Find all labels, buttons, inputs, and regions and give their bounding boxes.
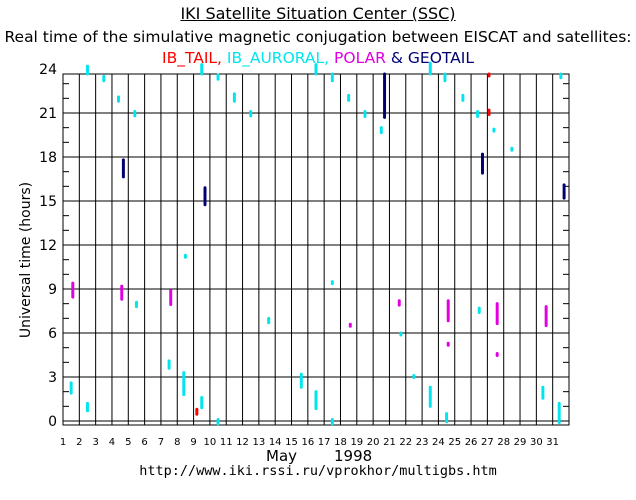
x-tick-label: 10 <box>204 437 217 448</box>
x-tick-label: 18 <box>334 437 347 448</box>
year-label: 1998 <box>334 447 373 465</box>
y-tick-label: 9 <box>48 282 57 298</box>
y-tick-label: 21 <box>39 106 57 122</box>
x-tick-label: 13 <box>253 437 266 448</box>
x-tick-label: 19 <box>350 437 363 448</box>
y-tick-label: 3 <box>48 370 57 386</box>
subtitle: Real time of the simulative magnetic con… <box>4 28 632 46</box>
x-tick-label: 4 <box>109 437 115 448</box>
x-tick-label: 6 <box>141 437 147 448</box>
x-tick-label: 27 <box>481 437 494 448</box>
y-tick-label: 12 <box>39 238 57 254</box>
y-tick-label: 18 <box>39 150 57 166</box>
x-tick-label: 26 <box>465 437 478 448</box>
x-tick-label: 21 <box>383 437 396 448</box>
legend-ib-auroral: IB_AURORAL, <box>226 49 330 67</box>
legend: IB_TAIL, IB_AURORAL, POLAR & GEOTAIL <box>0 49 636 67</box>
y-tick-label: 6 <box>48 326 57 342</box>
x-tick-label: 7 <box>158 437 164 448</box>
x-tick-label: 23 <box>416 437 429 448</box>
x-tick-label: 25 <box>448 437 461 448</box>
x-tick-label: 1 <box>60 437 66 448</box>
y-axis-label: Universal time (hours) <box>18 182 34 338</box>
x-tick-label: 12 <box>236 437 249 448</box>
month-label: May <box>266 447 298 465</box>
x-tick-label: 28 <box>497 437 510 448</box>
legend-polar: POLAR <box>334 49 386 67</box>
plot-frame <box>62 73 570 426</box>
x-tick-label: 11 <box>220 437 233 448</box>
x-tick-label: 3 <box>92 437 98 448</box>
x-tick-label: 5 <box>125 437 131 448</box>
x-tick-label: 2 <box>76 437 82 448</box>
legend-ib-tail: IB_TAIL, <box>162 49 222 67</box>
y-tick-label: 15 <box>39 194 57 210</box>
x-tick-label: 9 <box>190 437 196 448</box>
x-tick-label: 24 <box>432 437 445 448</box>
x-tick-label: 22 <box>399 437 412 448</box>
x-tick-label: 29 <box>514 437 527 448</box>
legend-geotail: & GEOTAIL <box>390 49 474 67</box>
x-tick-label: 20 <box>367 437 380 448</box>
page-title: IKI Satellite Situation Center (SSC) <box>180 4 456 23</box>
y-tick-label: 0 <box>48 414 57 430</box>
x-tick-label: 16 <box>301 437 314 448</box>
x-tick-label: 8 <box>174 437 180 448</box>
x-tick-label: 14 <box>269 437 282 448</box>
y-tick-label: 24 <box>39 62 57 78</box>
x-tick-label: 31 <box>546 437 559 448</box>
x-tick-label: 30 <box>530 437 543 448</box>
x-tick-label: 17 <box>318 437 331 448</box>
source-url: http://www.iki.rssi.ru/vprokhor/multigbs… <box>139 463 497 479</box>
x-tick-label: 15 <box>285 437 298 448</box>
